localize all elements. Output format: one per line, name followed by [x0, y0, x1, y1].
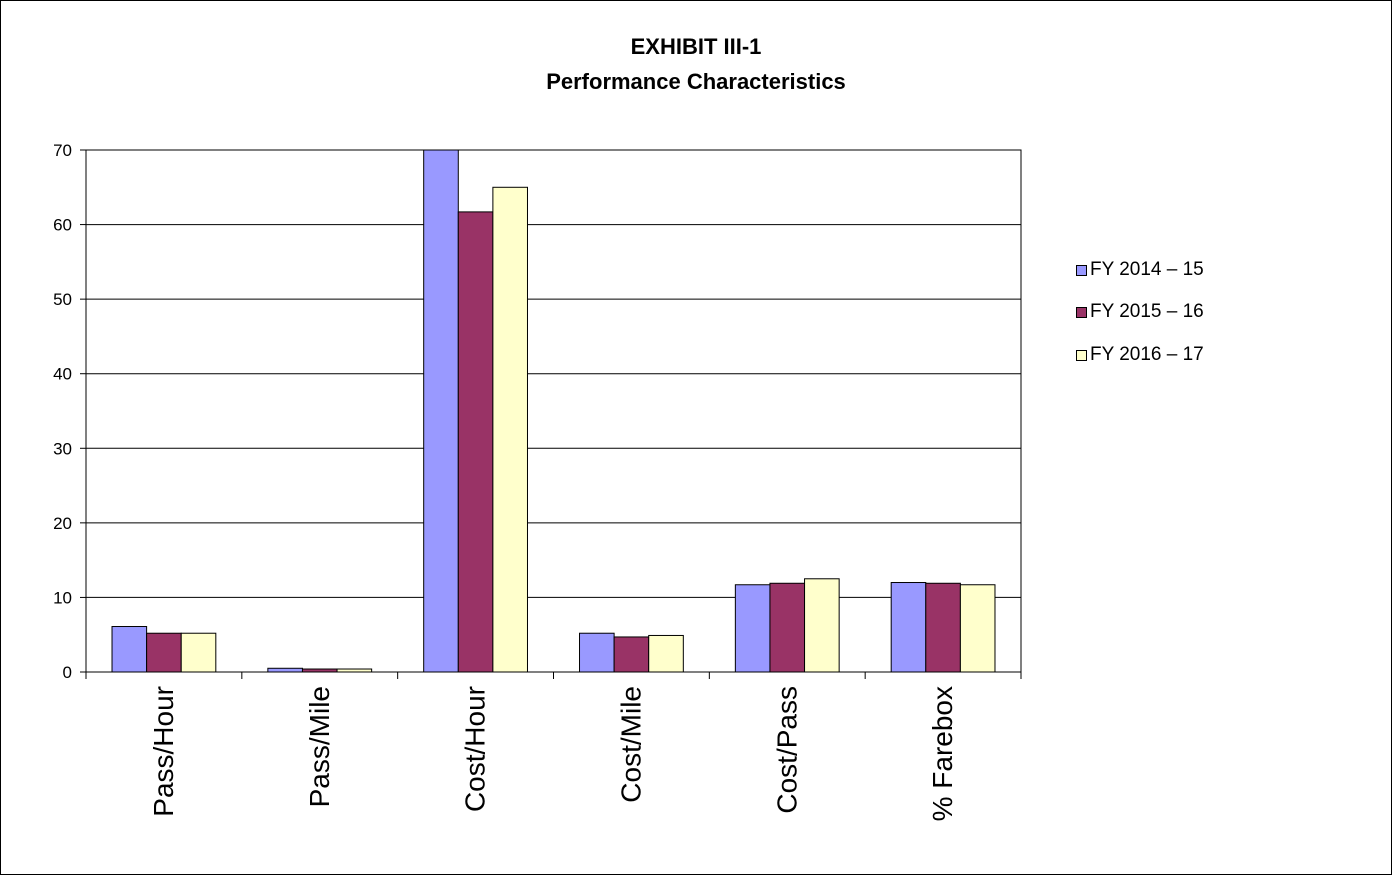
bar	[457, 211, 494, 673]
y-tick-label: 70	[53, 141, 72, 160]
x-category-label: Cost/Mile	[615, 686, 646, 803]
y-tick-label: 20	[53, 514, 72, 533]
bar	[890, 582, 927, 673]
bar	[804, 578, 840, 673]
x-axis-category-labels: Pass/Hour Pass/Mile Cost/Hour Cost/Mile Cost…	[148, 686, 958, 821]
bar	[180, 632, 217, 673]
x-category-label: Pass/Mile	[304, 686, 335, 807]
x-category-label: % Farebox	[927, 686, 958, 821]
x-category-label: Pass/Hour	[148, 686, 179, 817]
bar	[301, 668, 338, 673]
y-tick-label: 50	[53, 290, 72, 309]
bar	[423, 149, 459, 673]
plot-area	[85, 149, 1022, 673]
bar	[769, 582, 806, 673]
y-tick-label: 10	[53, 588, 72, 607]
bar	[613, 636, 650, 673]
legend-swatch	[1076, 306, 1087, 318]
x-category-label: Cost/Pass	[771, 686, 802, 814]
bar	[492, 186, 528, 673]
legend-label: FY 2016 – 17	[1090, 344, 1204, 365]
y-tick-label: 60	[53, 216, 72, 235]
bar	[579, 632, 615, 673]
bar	[146, 632, 182, 673]
chart-title: EXHIBIT III-1	[630, 34, 762, 59]
bars	[111, 149, 996, 673]
legend-item-fy2014-15: FY 2014 – 15	[1076, 259, 1204, 281]
gridlines	[86, 224, 1021, 598]
bar	[648, 634, 684, 673]
bar	[925, 582, 961, 673]
bar	[267, 667, 303, 673]
bar	[734, 584, 771, 673]
y-axis-tick-labels: 0 10 20 30 40 50 60 70	[53, 141, 72, 682]
y-tick-label: 40	[53, 365, 72, 384]
legend-label: FY 2014 – 15	[1090, 259, 1204, 280]
legend-swatch	[1076, 349, 1087, 361]
legend-item-fy2015-16: FY 2015 – 16	[1076, 301, 1204, 323]
chart-subtitle: Performance Characteristics	[546, 69, 846, 94]
x-category-label: Cost/Hour	[460, 686, 491, 812]
legend-swatch	[1076, 264, 1087, 276]
legend-item-fy2016-17: FY 2016 – 17	[1076, 344, 1204, 366]
bar	[111, 626, 148, 673]
axes	[80, 149, 1022, 679]
bar	[959, 584, 996, 673]
y-tick-label: 0	[63, 663, 72, 682]
legend-label: FY 2015 – 16	[1090, 301, 1204, 322]
bar	[336, 668, 373, 673]
y-tick-label: 30	[53, 439, 72, 458]
